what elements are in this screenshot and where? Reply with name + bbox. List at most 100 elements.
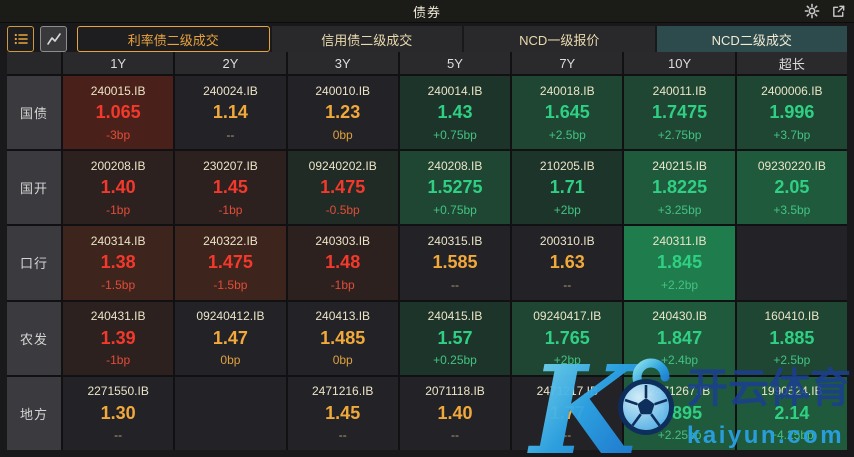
quote-cell-2-5[interactable]: 240311.IB 1.845 +2.2bp bbox=[624, 226, 735, 300]
quote-cell-4-0[interactable]: 2271550.IB 1.30 -- bbox=[63, 376, 174, 450]
yield-value: 1.45 bbox=[325, 402, 361, 423]
tab-rates-secondary-trades[interactable]: 利率债二级成交 bbox=[77, 26, 270, 52]
quote-cell-4-3[interactable]: 2071118.IB 1.40 -- bbox=[399, 376, 511, 450]
bond-code: 210205.IB bbox=[539, 158, 595, 173]
popout-button[interactable] bbox=[830, 3, 846, 19]
row-label-4: 地方 bbox=[7, 376, 61, 450]
bond-code: 09240412.IB bbox=[196, 309, 265, 324]
bond-code: 200208.IB bbox=[90, 158, 146, 173]
yield-value: 1.475 bbox=[207, 252, 253, 273]
yield-value: 1.40 bbox=[100, 177, 136, 198]
quote-cell-3-0[interactable]: 240431.IB 1.39 -1bp bbox=[63, 301, 174, 375]
quote-cell-0-2[interactable]: 240010.IB 1.23 0bp bbox=[287, 76, 398, 150]
tab-credit-secondary-trades[interactable]: 信用债二级成交 bbox=[271, 26, 462, 52]
quote-cell-0-3[interactable]: 240014.IB 1.43 +0.75bp bbox=[399, 76, 511, 150]
bond-code: 160410.IB bbox=[764, 309, 820, 324]
quote-cell-0-4[interactable]: 240018.IB 1.645 +2.5bp bbox=[512, 76, 623, 150]
quote-cell-2-2[interactable]: 240303.IB 1.48 -1bp bbox=[287, 226, 398, 300]
quote-cell-2-3[interactable]: 240315.IB 1.585 -- bbox=[399, 226, 511, 300]
bond-code: 240415.IB bbox=[427, 309, 483, 324]
bond-code: 2400006.IB bbox=[761, 83, 823, 98]
bond-code: 240303.IB bbox=[315, 233, 371, 248]
quote-cell-0-1[interactable]: 240024.IB 1.14 -- bbox=[175, 76, 286, 150]
yield-change: +3.25bp bbox=[657, 202, 702, 217]
yield-value: 1.065 bbox=[95, 102, 141, 123]
col-header-7y: 7Y bbox=[512, 52, 623, 74]
title-bar-actions bbox=[804, 0, 846, 22]
yield-change: +0.25bp bbox=[433, 353, 477, 368]
yield-change: -- bbox=[450, 428, 459, 443]
col-header-1y: 1Y bbox=[63, 52, 174, 74]
yield-change: -1bp bbox=[218, 202, 243, 217]
quote-cell-3-5[interactable]: 240430.IB 1.847 +2.4bp bbox=[624, 301, 735, 375]
list-view-button[interactable] bbox=[7, 26, 34, 52]
yield-value: 1.47 bbox=[212, 327, 248, 348]
yield-change: 0bp bbox=[332, 353, 353, 368]
bond-code: 1990524.IB bbox=[761, 384, 823, 399]
tab-ncd-secondary-trades[interactable]: NCD二级成交 bbox=[656, 26, 847, 52]
yield-value: 1.5275 bbox=[427, 177, 483, 198]
list-view-icon bbox=[14, 33, 28, 45]
quote-cell-4-6[interactable]: 1990524.IB 2.14 +4.25bp bbox=[736, 376, 847, 450]
chart-view-button[interactable] bbox=[40, 26, 67, 52]
quote-cell-0-0[interactable]: 240015.IB 1.065 -3bp bbox=[63, 76, 174, 150]
quote-cell-0-6[interactable]: 2400006.IB 1.996 +3.7bp bbox=[736, 76, 847, 150]
quote-cell-3-2[interactable]: 240413.IB 1.485 0bp bbox=[287, 301, 398, 375]
yield-change: -1.5bp bbox=[213, 278, 248, 293]
bond-code: 240215.IB bbox=[652, 158, 707, 173]
bond-code: 09230220.IB bbox=[757, 158, 826, 173]
yield-change: -1bp bbox=[106, 202, 131, 217]
yield-change: +2.5bp bbox=[773, 353, 811, 368]
quote-cell-1-4[interactable]: 210205.IB 1.71 +2bp bbox=[512, 151, 623, 225]
yield-change: -- bbox=[563, 428, 572, 443]
yield-value: 1.7475 bbox=[652, 102, 708, 123]
yield-change: 0bp bbox=[220, 353, 241, 368]
bond-code: 240314.IB bbox=[90, 233, 146, 248]
yield-change: -3bp bbox=[106, 127, 131, 142]
yield-value: 2.05 bbox=[774, 177, 810, 198]
quote-cell-4-1 bbox=[175, 376, 286, 450]
yield-change: -- bbox=[226, 127, 235, 142]
quote-cell-0-5[interactable]: 240011.IB 1.7475 +2.75bp bbox=[624, 76, 735, 150]
bond-code: 2271550.IB bbox=[87, 384, 149, 399]
quote-cell-1-2[interactable]: 09240202.IB 1.475 -0.5bp bbox=[287, 151, 398, 225]
yield-value: 1.57 bbox=[437, 327, 473, 348]
quote-cell-2-4[interactable]: 200310.IB 1.63 -- bbox=[512, 226, 623, 300]
bond-code: 2071118.IB bbox=[425, 384, 485, 399]
quote-cell-1-6[interactable]: 09230220.IB 2.05 +3.5bp bbox=[736, 151, 847, 225]
quote-cell-3-4[interactable]: 09240417.IB 1.765 +2bp bbox=[512, 301, 623, 375]
bond-code: 240430.IB bbox=[652, 309, 707, 324]
yield-value: 1.885 bbox=[769, 327, 815, 348]
yield-change: 0bp bbox=[332, 127, 353, 142]
bond-code: 240311.IB bbox=[652, 233, 707, 248]
quote-cell-4-2[interactable]: 2471216.IB 1.45 -- bbox=[287, 376, 398, 450]
quote-cell-3-6[interactable]: 160410.IB 1.885 +2.5bp bbox=[736, 301, 847, 375]
row-label-1: 国开 bbox=[7, 151, 61, 225]
yield-change: +3.5bp bbox=[773, 202, 811, 217]
bond-code: 240014.IB bbox=[427, 83, 483, 98]
yield-change: +4.25bp bbox=[769, 428, 814, 443]
quote-cell-2-0[interactable]: 240314.IB 1.38 -1.5bp bbox=[63, 226, 174, 300]
bond-code: 2471216.IB bbox=[312, 384, 374, 399]
yield-value: 1.45 bbox=[212, 177, 248, 198]
yield-value: 1.895 bbox=[657, 402, 703, 423]
quote-cell-1-1[interactable]: 230207.IB 1.45 -1bp bbox=[175, 151, 286, 225]
bond-code: 240015.IB bbox=[90, 83, 146, 98]
settings-button[interactable] bbox=[804, 3, 820, 19]
quote-cell-1-5[interactable]: 240215.IB 1.8225 +3.25bp bbox=[624, 151, 735, 225]
quote-cell-1-0[interactable]: 200208.IB 1.40 -1bp bbox=[63, 151, 174, 225]
quote-cell-4-4[interactable]: 2471217.IB 1.77 -- bbox=[512, 376, 623, 450]
quote-cell-1-3[interactable]: 240208.IB 1.5275 +0.75bp bbox=[399, 151, 511, 225]
yield-change: +2.75bp bbox=[657, 127, 702, 142]
quote-cell-4-5[interactable]: 2471267.IB 1.895 +2.25bp bbox=[624, 376, 735, 450]
bond-code: 240010.IB bbox=[315, 83, 371, 98]
quote-cell-3-1[interactable]: 09240412.IB 1.47 0bp bbox=[175, 301, 286, 375]
yield-value: 1.14 bbox=[212, 102, 248, 123]
quote-cell-2-1[interactable]: 240322.IB 1.475 -1.5bp bbox=[175, 226, 286, 300]
tab-ncd-primary-quotes[interactable]: NCD一级报价 bbox=[464, 26, 655, 52]
open-external-icon bbox=[832, 5, 844, 17]
quote-cell-3-3[interactable]: 240415.IB 1.57 +0.25bp bbox=[399, 301, 511, 375]
yield-change: +0.75bp bbox=[433, 202, 477, 217]
yield-value: 1.40 bbox=[437, 402, 473, 423]
yield-change: -- bbox=[450, 278, 459, 293]
